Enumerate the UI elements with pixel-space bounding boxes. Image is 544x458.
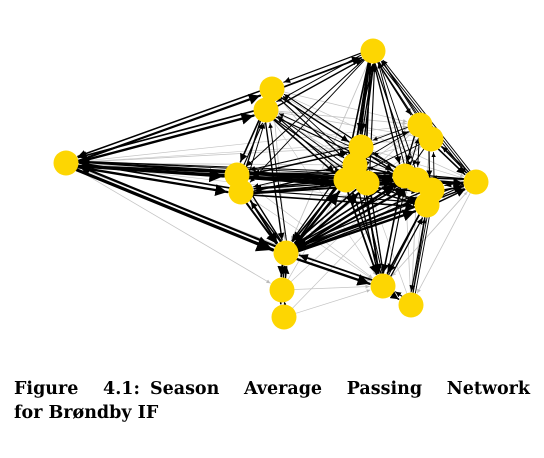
player-node-1	[53, 150, 79, 176]
pass-edge-192	[372, 131, 409, 146]
pass-edge-158	[277, 264, 288, 278]
pass-edge-103	[268, 122, 287, 241]
pass-edge-216	[252, 194, 415, 210]
pass-edge-139	[250, 200, 281, 243]
pass-edge-194	[347, 191, 378, 275]
pass-edge-15	[294, 284, 370, 290]
player-node-6	[418, 126, 444, 152]
pass-edge-156	[295, 257, 371, 286]
pass-edge-186	[405, 135, 416, 164]
pass-edge-199	[387, 189, 407, 275]
pass-edge-217	[254, 188, 416, 203]
player-node-12	[354, 170, 380, 196]
pass-edge-190	[426, 150, 433, 178]
pass-edge-107	[278, 113, 408, 174]
pass-edge-106	[275, 116, 405, 177]
figure-caption: Figure 4.1: Season Average Passing Networ…	[14, 377, 530, 425]
pass-edge-188	[437, 148, 466, 176]
pass-edge-79	[78, 164, 277, 248]
passing-network-diagram	[53, 38, 489, 330]
player-nodes	[53, 38, 489, 330]
player-node-19	[370, 273, 396, 299]
caption-label: Figure 4.1:	[14, 379, 140, 399]
pass-edge-121	[378, 62, 416, 168]
pass-edge-10	[416, 192, 471, 294]
player-node-2	[360, 38, 386, 64]
pass-edge-159	[282, 266, 290, 279]
pass-edge-227	[282, 96, 348, 156]
pass-edge-138	[245, 202, 278, 245]
player-node-20	[398, 292, 424, 318]
pass-edge-189	[441, 146, 470, 173]
pass-edge-145	[293, 188, 357, 244]
pass-edge-148	[296, 187, 408, 250]
pass-edge-118	[373, 63, 402, 165]
pass-edge-214	[248, 177, 420, 195]
pass-edge-98	[239, 119, 260, 163]
pass-edge-120	[374, 62, 412, 169]
pass-edge-89	[283, 52, 362, 83]
pass-edge-76	[76, 165, 229, 196]
pass-edge-181	[444, 181, 464, 188]
pass-edge-91	[276, 54, 362, 103]
pass-edge-141	[253, 165, 343, 188]
player-node-16	[414, 192, 440, 218]
player-node-17	[463, 169, 489, 195]
pass-edge-78	[75, 168, 275, 252]
pass-edge-219	[249, 147, 349, 172]
pass-edge-151	[296, 192, 421, 247]
pass-edge-193	[372, 126, 408, 141]
player-node-4	[253, 97, 279, 123]
player-node-8	[228, 179, 254, 205]
pass-edge-73	[77, 110, 255, 160]
pass-edge-218	[248, 149, 350, 176]
pass-edge-198	[381, 187, 402, 274]
pass-edge-157	[298, 254, 373, 281]
pass-edge-206	[355, 176, 380, 274]
pass-edge-3	[277, 110, 408, 126]
passing-network-figure	[53, 38, 489, 330]
pass-edge-51	[249, 59, 365, 183]
pass-edge-8	[78, 125, 407, 163]
pass-edge-187	[410, 138, 420, 166]
pass-edge-28	[78, 145, 348, 163]
caption-line-1: Figure 4.1: Season Average Passing Networ…	[14, 377, 530, 401]
player-node-3	[259, 76, 285, 102]
pass-edge-0	[76, 168, 271, 284]
pass-edge-45	[272, 120, 376, 276]
pass-edge-96	[273, 119, 336, 174]
pass-edge-18	[292, 189, 408, 309]
pass-edge-101	[246, 123, 266, 182]
pass-edge-228	[274, 118, 356, 178]
caption-text-2: for Brøndby IF	[14, 403, 159, 423]
caption-text-1: Season Average Passing Network	[149, 379, 531, 399]
pass-edge-55	[412, 148, 425, 166]
pass-edge-182	[438, 188, 466, 203]
pass-edge-39	[390, 191, 468, 278]
pass-edge-200	[386, 213, 421, 275]
pass-edge-224	[369, 154, 394, 172]
pass-edge-47	[277, 114, 349, 143]
pass-edge-2	[283, 91, 408, 123]
player-node-18	[273, 240, 299, 266]
pass-edge-72	[77, 112, 255, 164]
player-node-11	[333, 167, 359, 193]
pass-edge-119	[377, 63, 405, 164]
player-node-22	[271, 304, 297, 330]
pass-edge-59	[280, 265, 287, 279]
pass-edge-225	[373, 152, 397, 168]
pass-edge-16	[295, 289, 371, 314]
pass-edge-90	[277, 58, 363, 107]
pass-edge-152	[297, 209, 417, 253]
pass-edge-71	[77, 90, 261, 158]
pass-edge-102	[264, 121, 285, 241]
pass-edge-191	[431, 152, 436, 178]
pass-edge-205	[394, 291, 403, 298]
pass-edge-204	[389, 291, 400, 301]
pass-edge-57	[412, 202, 432, 294]
pass-edge-226	[279, 98, 345, 159]
player-node-21	[269, 277, 295, 303]
pass-edge-201	[390, 217, 424, 277]
pass-edge-203	[414, 203, 434, 294]
